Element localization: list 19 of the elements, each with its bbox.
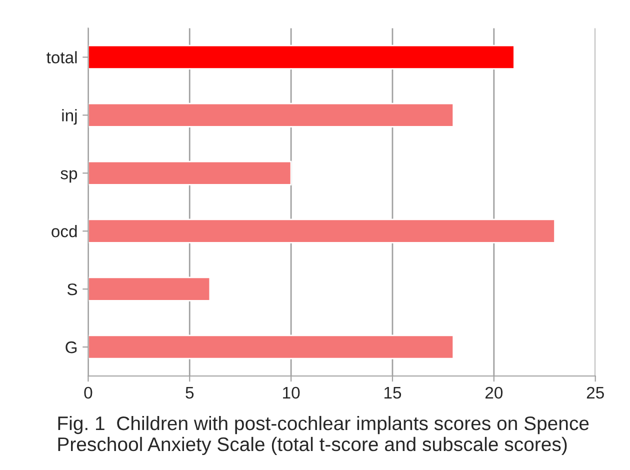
x-tick-label: 5	[186, 387, 194, 399]
y-tick-label: inj	[62, 109, 77, 125]
y-tick-label: total	[46, 51, 77, 64]
x-tick-label: 20	[485, 386, 503, 399]
y-tick-label: ocd	[52, 225, 77, 238]
caption: Fig. 1 Children with post-cochlear implants scores on Spence Preschool Anxiety Scale (total t-score and subscale scores)	[58, 416, 589, 456]
x-tick-label: 25	[586, 386, 604, 399]
x-tick-label: 15	[384, 387, 402, 399]
bar	[88, 334, 454, 360]
y-tick-label: S	[67, 283, 78, 296]
bar	[88, 276, 211, 302]
bar	[88, 218, 556, 244]
x-tick-label: 10	[283, 386, 300, 399]
bar	[88, 160, 292, 186]
bar	[88, 102, 454, 128]
x-tick-label: 0	[84, 386, 92, 399]
y-tick-label: sp	[60, 170, 78, 183]
bar	[88, 44, 515, 70]
y-tick-label: G	[66, 341, 77, 354]
